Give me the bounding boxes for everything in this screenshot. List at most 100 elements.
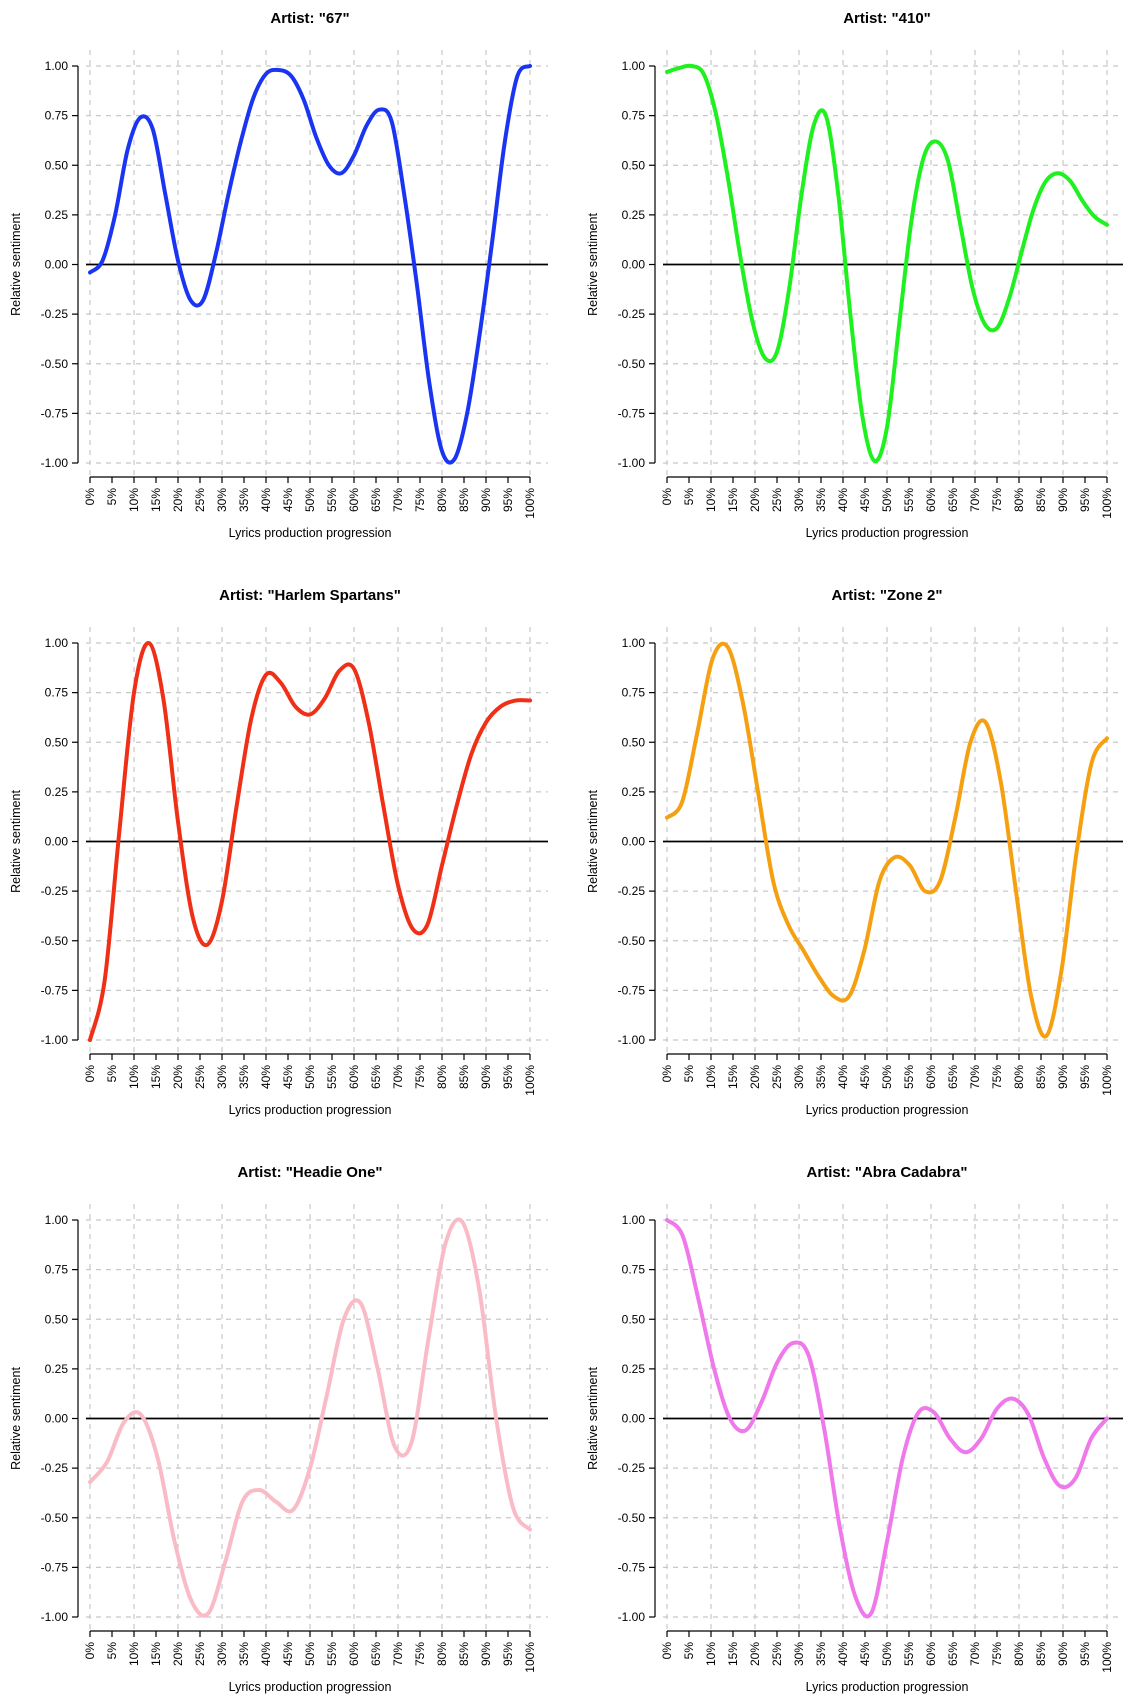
x-tick-label: 70%	[391, 488, 405, 512]
series-line	[88, 1217, 532, 1618]
y-tick-label: -1.00	[41, 456, 69, 470]
x-tick-label: 50%	[880, 1065, 894, 1089]
x-tick-label: 25%	[770, 1065, 784, 1089]
x-tick-label: 50%	[880, 488, 894, 512]
x-tick-label: 5%	[105, 1642, 119, 1660]
x-tick-label: 95%	[1078, 1065, 1092, 1089]
x-tick-label: 20%	[748, 1065, 762, 1089]
x-tick-label: 35%	[237, 1065, 251, 1089]
x-tick-label: 90%	[479, 1065, 493, 1089]
y-axis-label: Relative sentiment	[9, 213, 23, 316]
y-tick-label: -0.50	[41, 934, 69, 948]
x-tick-label: 80%	[1012, 488, 1026, 512]
x-tick-label: 85%	[1034, 1065, 1048, 1089]
x-tick-label: 80%	[435, 488, 449, 512]
x-tick-label: 45%	[281, 1065, 295, 1089]
y-tick-label: -0.50	[41, 1511, 69, 1525]
x-tick-label: 70%	[391, 1065, 405, 1089]
y-tick-label: 0.25	[45, 785, 69, 799]
y-tick-label: -0.25	[41, 307, 69, 321]
x-tick-label: 75%	[990, 488, 1004, 512]
x-tick-label: 90%	[1056, 488, 1070, 512]
y-tick-label: 1.00	[622, 1213, 646, 1227]
x-tick-label: 35%	[814, 1065, 828, 1089]
y-tick-label: 0.00	[45, 258, 69, 272]
x-tick-label: 55%	[325, 1065, 339, 1089]
chart-title: Artist: "Abra Cadabra"	[807, 1164, 968, 1181]
x-tick-label: 45%	[281, 488, 295, 512]
y-tick-label: -0.75	[618, 406, 646, 420]
series-line	[665, 1218, 1109, 1619]
y-tick-label: -0.25	[618, 307, 646, 321]
y-tick-label: 0.00	[622, 1412, 646, 1426]
x-tick-label: 25%	[193, 1065, 207, 1089]
x-axis-label: Lyrics production progression	[806, 526, 969, 540]
x-tick-label: 25%	[193, 1642, 207, 1666]
y-tick-label: 0.75	[622, 1263, 646, 1277]
y-tick-label: 0.50	[45, 735, 69, 749]
x-tick-label: 35%	[814, 1642, 828, 1666]
x-tick-label: 15%	[149, 1642, 163, 1666]
x-tick-label: 55%	[325, 488, 339, 512]
x-tick-label: 10%	[127, 1065, 141, 1089]
x-axis-label: Lyrics production progression	[229, 1680, 392, 1694]
x-tick-label: 85%	[457, 1065, 471, 1089]
x-tick-label: 25%	[770, 488, 784, 512]
x-tick-label: 0%	[83, 1642, 97, 1660]
x-tick-label: 5%	[682, 1065, 696, 1083]
x-tick-label: 85%	[1034, 1642, 1048, 1666]
y-tick-label: 0.50	[45, 1312, 69, 1326]
x-tick-label: 50%	[880, 1642, 894, 1666]
y-tick-label: -1.00	[41, 1610, 69, 1624]
y-tick-label: -0.75	[618, 983, 646, 997]
x-tick-label: 60%	[924, 1065, 938, 1089]
x-tick-label: 80%	[435, 1642, 449, 1666]
y-tick-label: -0.25	[618, 884, 646, 898]
x-tick-label: 75%	[413, 1065, 427, 1089]
x-tick-label: 65%	[946, 1642, 960, 1666]
series-line	[88, 641, 532, 1042]
x-tick-label: 20%	[171, 1642, 185, 1666]
x-tick-label: 50%	[303, 1065, 317, 1089]
y-tick-label: 0.50	[45, 158, 69, 172]
y-tick-label: -1.00	[618, 456, 646, 470]
chart-title: Artist: "67"	[270, 10, 349, 27]
x-axis-label: Lyrics production progression	[229, 1103, 392, 1117]
x-tick-label: 10%	[127, 488, 141, 512]
x-tick-label: 55%	[902, 1065, 916, 1089]
y-tick-label: 1.00	[622, 59, 646, 73]
x-tick-label: 15%	[726, 488, 740, 512]
x-tick-label: 75%	[990, 1642, 1004, 1666]
x-tick-label: 40%	[836, 1642, 850, 1666]
x-tick-label: 5%	[105, 488, 119, 506]
x-tick-label: 20%	[748, 488, 762, 512]
chart-panel-2: Artist: "410" 1.00 0.75 0.50 0.25 0.00 -0.25 -0…	[586, 10, 1123, 540]
x-tick-label: 100%	[523, 1065, 537, 1096]
x-tick-label: 90%	[479, 488, 493, 512]
y-tick-label: 0.50	[622, 735, 646, 749]
x-tick-label: 95%	[501, 488, 515, 512]
x-tick-label: 20%	[171, 1065, 185, 1089]
x-tick-label: 40%	[836, 1065, 850, 1089]
x-tick-label: 60%	[347, 1642, 361, 1666]
y-tick-label: -0.25	[41, 884, 69, 898]
y-tick-label: -0.25	[618, 1461, 646, 1475]
x-tick-label: 15%	[149, 1065, 163, 1089]
x-tick-label: 0%	[83, 488, 97, 506]
x-tick-label: 30%	[215, 488, 229, 512]
x-tick-label: 35%	[237, 488, 251, 512]
x-tick-label: 70%	[968, 1642, 982, 1666]
y-tick-label: 1.00	[45, 636, 69, 650]
chart-panel-4: Artist: "Zone 2" 1.00 0.75 0.50 0.25 0.00 -0.2…	[586, 587, 1123, 1117]
y-axis-label: Relative sentiment	[586, 790, 600, 893]
x-tick-label: 45%	[858, 488, 872, 512]
x-tick-label: 30%	[792, 488, 806, 512]
series-line	[88, 64, 532, 465]
x-tick-label: 40%	[259, 1642, 273, 1666]
x-tick-label: 5%	[682, 488, 696, 506]
y-tick-label: -1.00	[41, 1033, 69, 1047]
x-tick-label: 40%	[259, 1065, 273, 1089]
chart-title: Artist: "410"	[843, 10, 931, 27]
x-tick-label: 15%	[149, 488, 163, 512]
